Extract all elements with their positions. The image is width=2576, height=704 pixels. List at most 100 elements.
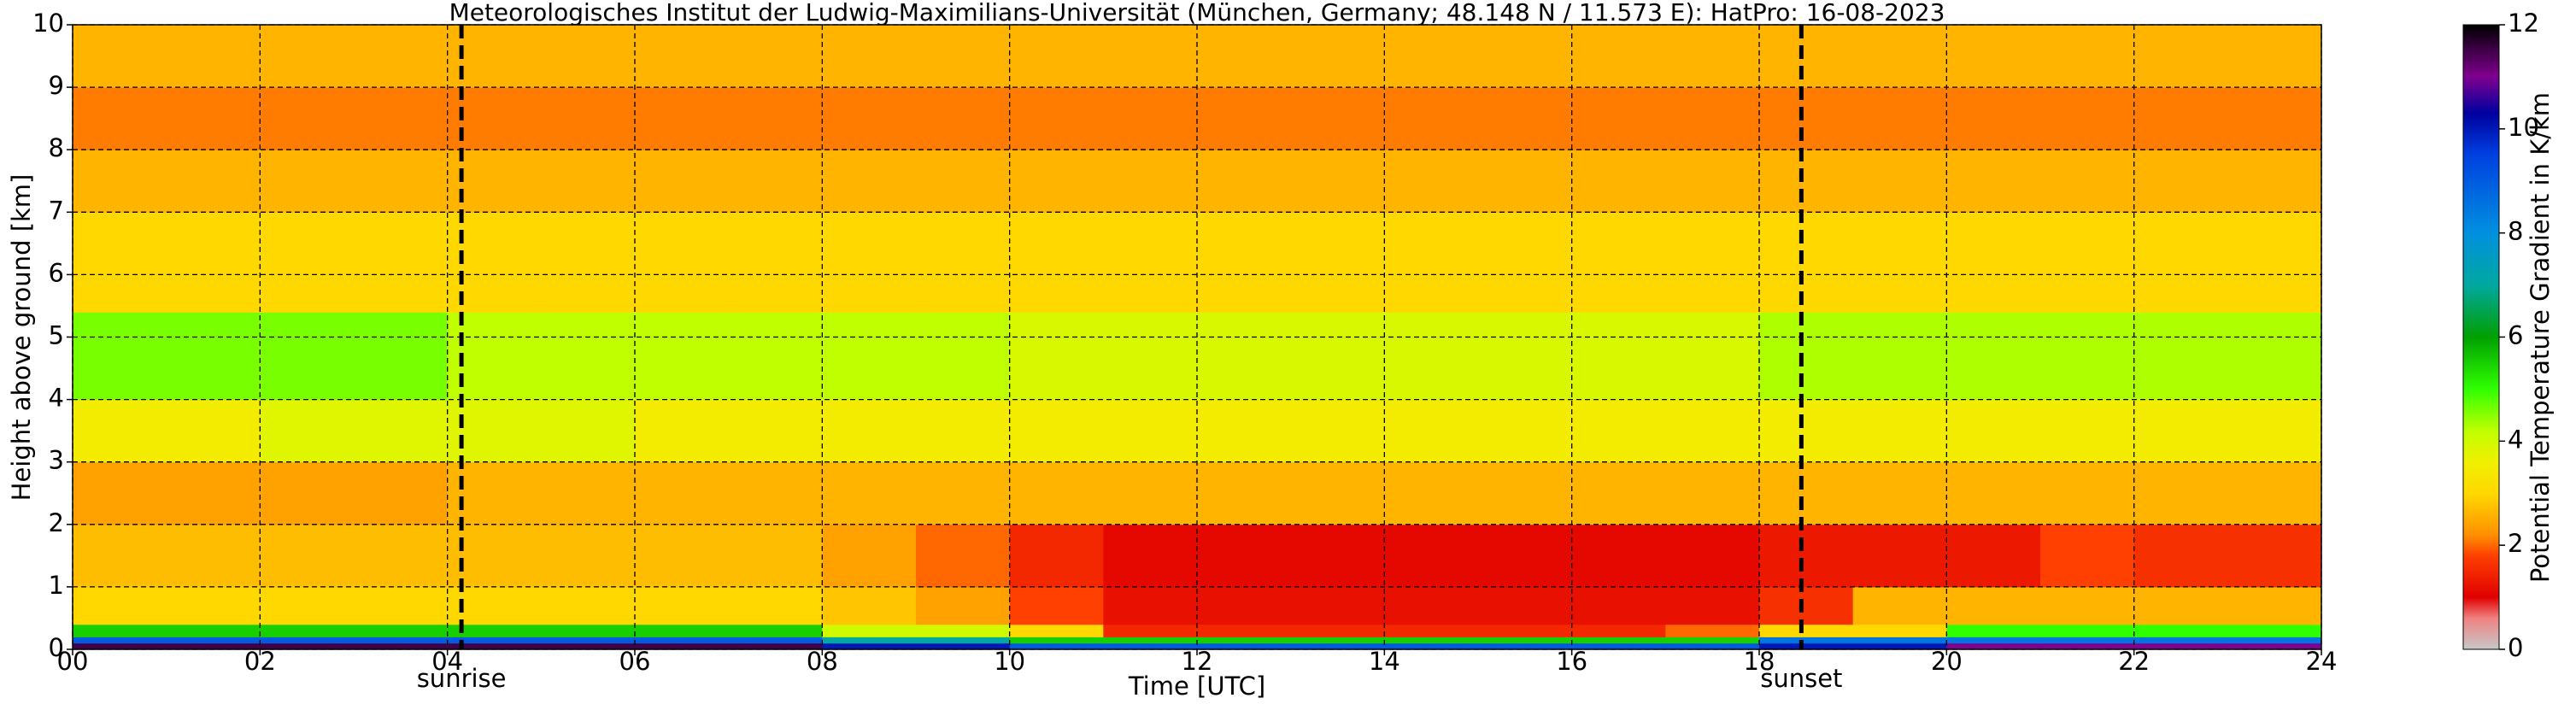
heatmap-cell [822, 150, 917, 213]
colorbar-tick-label: 0 [2508, 633, 2523, 662]
heatmap-cell [541, 212, 636, 313]
heatmap-cell [2227, 212, 2322, 313]
heatmap-cell [1759, 312, 1854, 401]
heatmap-cell [541, 461, 636, 525]
x-tick-label: 18 [1744, 647, 1775, 676]
y-tick-label: 7 [49, 196, 64, 225]
heatmap-cell [73, 399, 167, 463]
heatmap-cell [73, 212, 167, 313]
heatmap-cell [1290, 150, 1385, 213]
heatmap-cell [1290, 312, 1385, 401]
heatmap-cell [1759, 150, 1854, 213]
heatmap-cell [916, 461, 1011, 525]
heatmap-cell [2227, 150, 2322, 213]
heatmap-cell [916, 312, 1011, 401]
heatmap-cell [1197, 312, 1292, 401]
heatmap-cell [2040, 461, 2135, 525]
heatmap-cell [1571, 25, 1666, 88]
x-tick-label: 04 [431, 647, 463, 676]
heatmap-cell [1665, 150, 1760, 213]
heatmap-cell [2227, 399, 2322, 463]
heatmap-cell [1852, 212, 1947, 313]
heatmap-cell [1946, 150, 2041, 213]
heatmap-cell [354, 312, 449, 401]
heatmap-cell [447, 399, 542, 463]
heatmap-cell [1571, 212, 1666, 313]
heatmap-cell [1665, 212, 1760, 313]
heatmap-cell [1478, 524, 1573, 588]
heatmap-cell [2133, 461, 2228, 525]
heatmap-cell [916, 624, 1011, 637]
heatmap-cell [1103, 524, 1198, 588]
heatmap-cell [1665, 524, 1760, 588]
heatmap-cell [1852, 586, 1947, 625]
heatmap-cell [916, 586, 1011, 625]
heatmap-cell [260, 624, 355, 637]
heatmap-cell [1478, 461, 1573, 525]
heatmap-cell [354, 637, 449, 644]
heatmap-cell [1946, 461, 2041, 525]
heatmap-cell [2227, 637, 2322, 644]
heatmap-cell [166, 212, 261, 313]
x-tick-label: 16 [1556, 647, 1587, 676]
heatmap-cell [1384, 461, 1479, 525]
heatmap-cell [1665, 642, 1760, 650]
heatmap-cell [1009, 642, 1104, 650]
heatmap-cell [1290, 642, 1385, 650]
heatmap-cell [541, 87, 636, 150]
heatmap-cell [822, 399, 917, 463]
heatmap-cell [822, 461, 917, 525]
heatmap-cell [1759, 461, 1854, 525]
heatmap-cell [1384, 586, 1479, 625]
heatmap-cell [541, 624, 636, 637]
colorbar-tick-label: 6 [2508, 321, 2523, 350]
heatmap-cell [1478, 25, 1573, 88]
heatmap-cell [1197, 25, 1292, 88]
heatmap-cell [447, 642, 542, 650]
heatmap-cell [166, 150, 261, 213]
heatmap-cell [354, 87, 449, 150]
heatmap-cell [2227, 87, 2322, 150]
heatmap-cell [2227, 624, 2322, 637]
heatmap-cell [635, 150, 730, 213]
heatmap-cell [73, 150, 167, 213]
y-tick-label: 5 [49, 321, 64, 350]
heatmap-cell [916, 87, 1011, 150]
heatmap-cell [1384, 524, 1479, 588]
heatmap-cell [166, 524, 261, 588]
y-tick-label: 10 [32, 9, 64, 38]
heatmap-cell [1759, 637, 1854, 644]
heatmap-cell [1571, 637, 1666, 644]
heatmap-cell [1009, 212, 1104, 313]
heatmap-cell [1197, 399, 1292, 463]
heatmap-cell [1384, 87, 1479, 150]
heatmap-cell [635, 87, 730, 150]
heatmap-cell [2040, 637, 2135, 644]
heatmap-cell [1290, 586, 1385, 625]
heatmap-cell [822, 25, 917, 88]
heatmap-cell [635, 642, 730, 650]
heatmap-cell [1759, 524, 1854, 588]
heatmap-cell [2227, 586, 2322, 625]
heatmap-cell [1946, 399, 2041, 463]
chart-title: Meteorologisches Institut der Ludwig-Max… [449, 0, 1945, 26]
heatmap-cell [354, 624, 449, 637]
heatmap-cell [2040, 586, 2135, 625]
heatmap-cell [1103, 461, 1198, 525]
heatmap-cell [541, 586, 636, 625]
heatmap-cell [1103, 586, 1198, 625]
heatmap-cell [728, 25, 823, 88]
heatmap-cell [2040, 312, 2135, 401]
heatmap-cell [728, 586, 823, 625]
heatmap-cell [447, 461, 542, 525]
heatmap-cell [2040, 399, 2135, 463]
y-tick-label: 0 [49, 633, 64, 662]
heatmap-cell [2227, 25, 2322, 88]
x-tick-label: 06 [619, 647, 651, 676]
heatmap-cell [1103, 312, 1198, 401]
heatmap-cell [1946, 624, 2041, 637]
heatmap-cell [1290, 212, 1385, 313]
heatmap-cell [2133, 524, 2228, 588]
heatmap-cell [1852, 524, 1947, 588]
